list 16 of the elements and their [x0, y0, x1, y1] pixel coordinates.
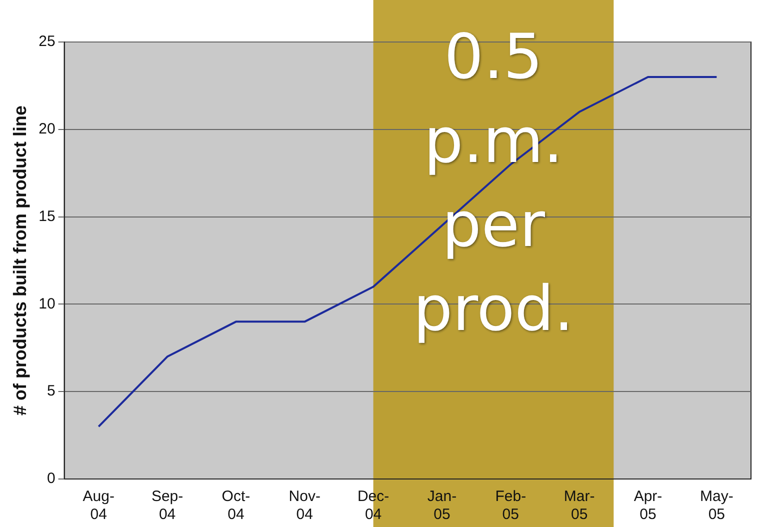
x-tick-label: Aug-04 — [82, 488, 114, 524]
y-tick-label: 20 — [38, 120, 56, 138]
y-tick-label: 10 — [38, 295, 56, 312]
y-axis-title: # of products built from product line — [10, 106, 30, 416]
y-tick-label: 25 — [38, 33, 56, 50]
x-tick-label: Nov-04 — [288, 488, 320, 524]
x-tick-label: Feb-05 — [495, 488, 526, 524]
x-tick-label: Sep-04 — [151, 488, 184, 524]
y-tick-label: 15 — [38, 208, 56, 225]
y-tick-label: 5 — [46, 382, 56, 400]
x-tick-label: May-05 — [700, 488, 734, 524]
x-tick-label: Mar-05 — [564, 488, 595, 524]
x-tick-label: Jan-05 — [427, 488, 457, 524]
y-tick-label: 0 — [46, 470, 56, 488]
x-tick-label: Apr-05 — [634, 488, 662, 524]
x-tick-label: Oct-04 — [222, 488, 250, 524]
